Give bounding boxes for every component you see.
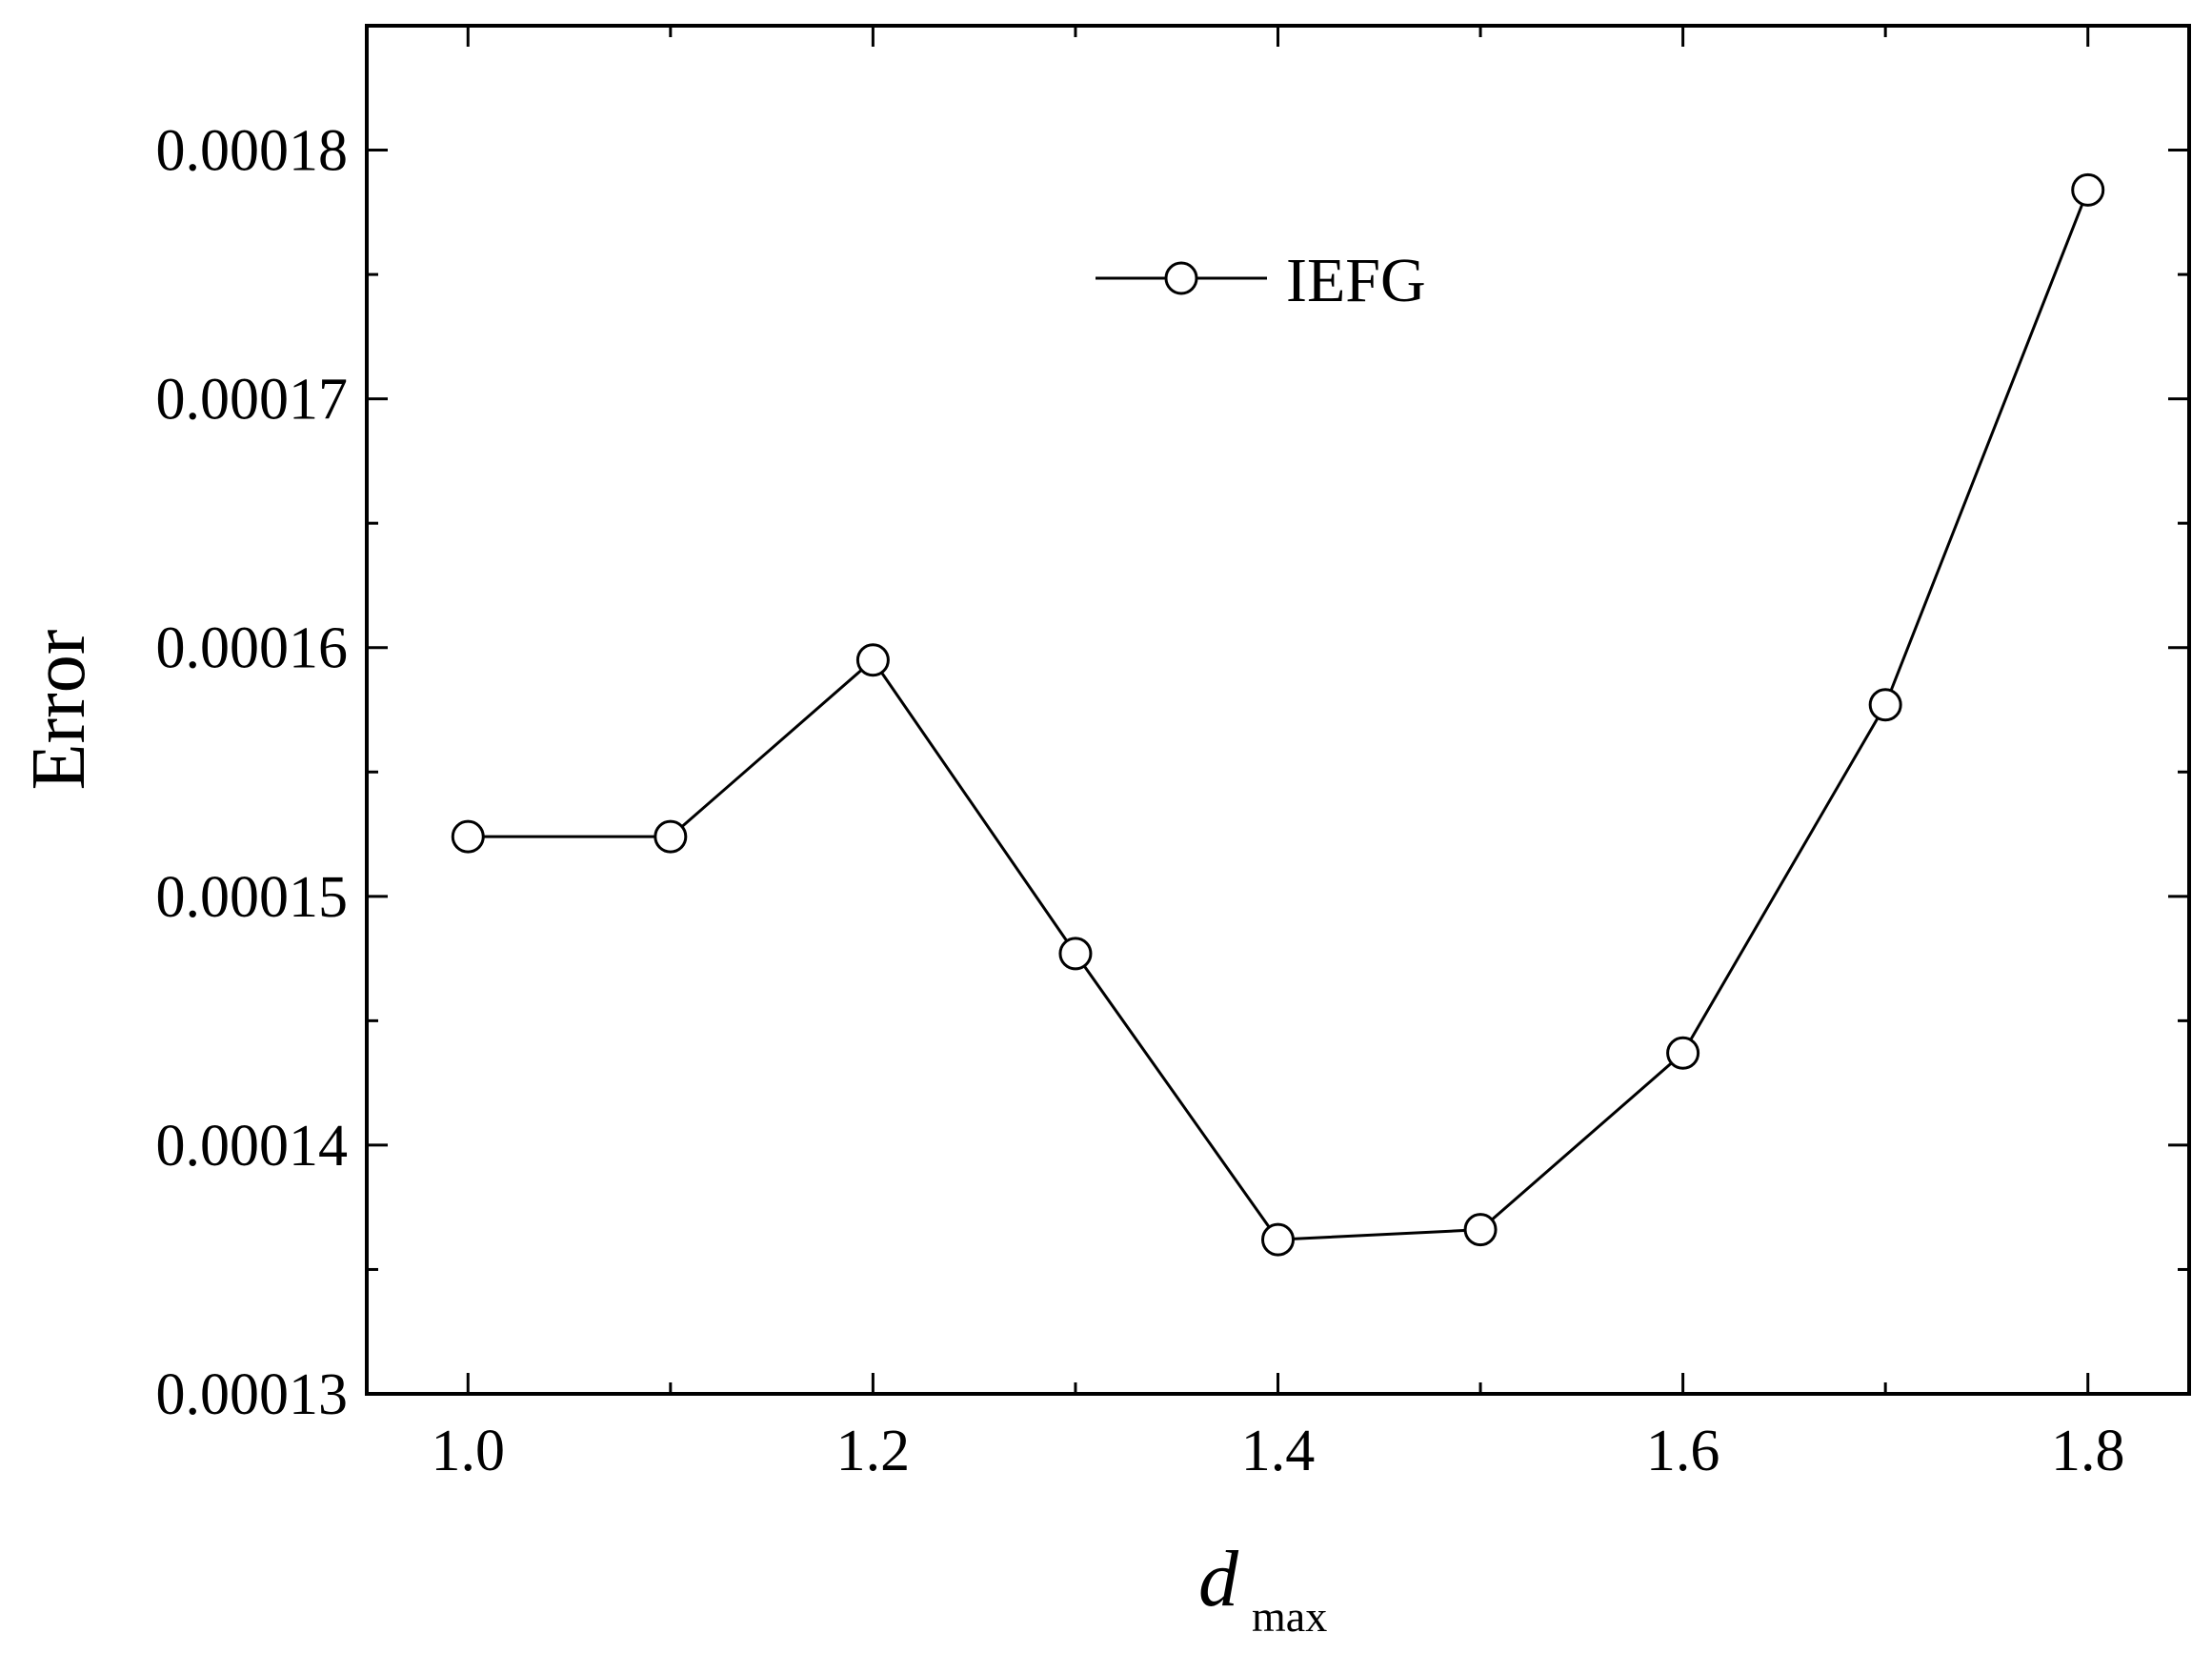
x-tick-label: 1.2 xyxy=(836,1419,911,1483)
x-tick-label: 1.6 xyxy=(1646,1419,1720,1483)
data-point xyxy=(1261,1222,1295,1257)
data-point xyxy=(1868,688,1902,722)
x-tick-label: 1.4 xyxy=(1241,1419,1316,1483)
y-tick-label: 0.00017 xyxy=(156,368,349,433)
y-tick-label: 0.00013 xyxy=(156,1362,349,1427)
data-point xyxy=(654,819,688,854)
y-tick-label: 0.00016 xyxy=(156,616,349,681)
x-axis-ticks: 1.0 1.2 1.4 1.6 1.8 xyxy=(432,26,2125,1483)
legend-label: IEFG xyxy=(1286,246,1426,315)
y-tick-label: 0.00015 xyxy=(156,865,349,930)
y-tick-label: 0.00018 xyxy=(156,119,349,184)
y-tick-label: 0.00014 xyxy=(156,1114,349,1179)
x-axis-label: d xyxy=(1198,1535,1239,1623)
plot-frame xyxy=(365,24,2191,1396)
x-tick-label: 1.0 xyxy=(432,1419,506,1483)
data-point xyxy=(855,643,890,677)
y-axis-ticks: 0.00013 0.00014 0.00015 0.00016 0.00017 0.000… xyxy=(156,119,2189,1427)
data-point xyxy=(451,819,485,854)
legend-marker xyxy=(1164,261,1198,295)
legend: IEFG xyxy=(1096,246,1426,315)
series-layer xyxy=(451,172,2105,1257)
data-point xyxy=(1058,937,1093,971)
series-line xyxy=(468,189,2090,1241)
x-tick-label: 1.8 xyxy=(2051,1419,2125,1483)
data-point xyxy=(1463,1213,1498,1247)
data-point xyxy=(1666,1036,1700,1070)
y-axis-label: Error xyxy=(17,630,101,791)
data-point xyxy=(2071,172,2105,207)
x-axis-label-subscript: max xyxy=(1252,1592,1327,1641)
